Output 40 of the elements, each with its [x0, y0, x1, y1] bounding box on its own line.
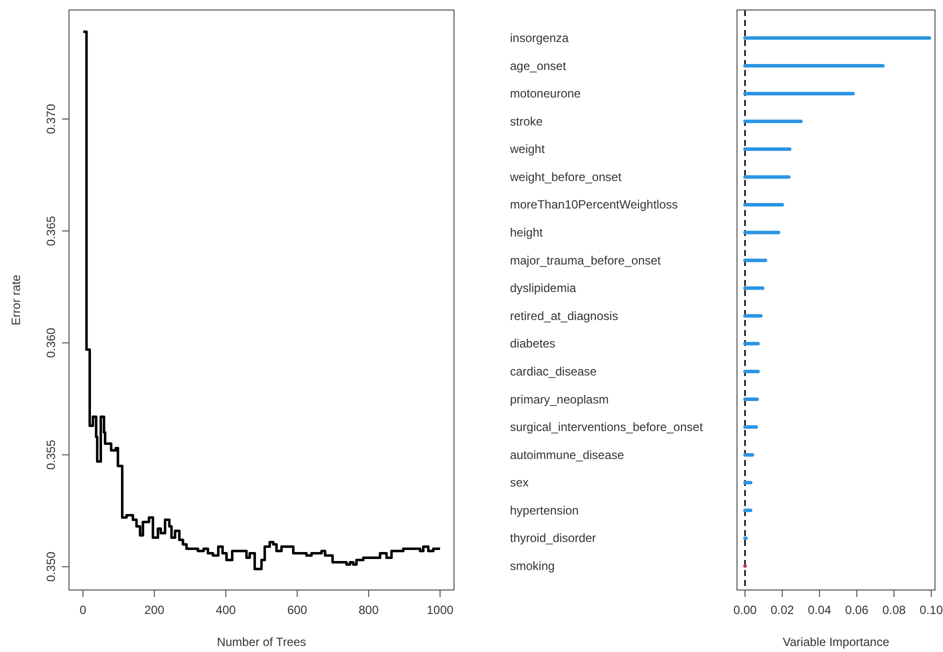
y-tick-label: insorgenza: [510, 31, 570, 45]
y-tick-label: motoneurone: [510, 86, 582, 101]
y-tick-label: height: [510, 226, 544, 240]
x-tick-label: 0.00: [733, 603, 758, 617]
x-tick-label: 0.06: [845, 603, 869, 617]
y-tick-label: 0.370: [44, 104, 58, 134]
x-tick-label: 800: [358, 603, 379, 617]
x-tick-label: 0.08: [882, 603, 906, 617]
x-tick-label: 0.10: [920, 603, 943, 617]
x-axis-title: Variable Importance: [782, 635, 890, 649]
x-tick-label: 0.02: [770, 603, 794, 617]
y-tick-label: sex: [510, 476, 529, 490]
y-tick-label: 0.355: [44, 439, 58, 470]
y-tick-label: surgical_interventions_before_onset: [510, 420, 704, 434]
x-tick-label: 0.04: [808, 603, 832, 617]
y-tick-label: 0.365: [44, 216, 58, 246]
y-tick-label: 0.350: [44, 551, 58, 582]
y-tick-label: 0.360: [44, 328, 58, 358]
y-tick-label: dyslipidemia: [510, 281, 576, 296]
x-tick-label: 1000: [426, 603, 454, 617]
x-tick-label: 200: [144, 603, 165, 617]
y-tick-label: major_trauma_before_onset: [510, 253, 662, 268]
x-tick-label: 400: [216, 603, 236, 617]
y-tick-label: age_onset: [510, 58, 567, 73]
y-tick-label: weight_before_onset: [509, 170, 622, 184]
x-axis-title: Number of Trees: [216, 635, 306, 649]
x-tick-label: 0: [80, 603, 87, 617]
y-tick-label: retired_at_diagnosis: [510, 308, 618, 323]
x-tick-label: 600: [287, 603, 308, 617]
y-tick-label: thyroid_disorder: [510, 531, 596, 546]
y-tick-label: autoimmune_disease: [510, 448, 624, 462]
y-tick-label: diabetes: [510, 336, 556, 351]
y-tick-label: weight: [509, 142, 546, 156]
y-tick-label: smoking: [510, 559, 555, 573]
y-tick-label: hypertension: [510, 503, 579, 518]
y-tick-label: stroke: [510, 114, 544, 128]
y-tick-label: primary_neoplasm: [510, 392, 609, 406]
y-tick-label: cardiac_disease: [510, 364, 598, 378]
y-axis-title: Error rate: [9, 274, 23, 326]
y-tick-label: moreThan10PercentWeightloss: [510, 198, 678, 212]
